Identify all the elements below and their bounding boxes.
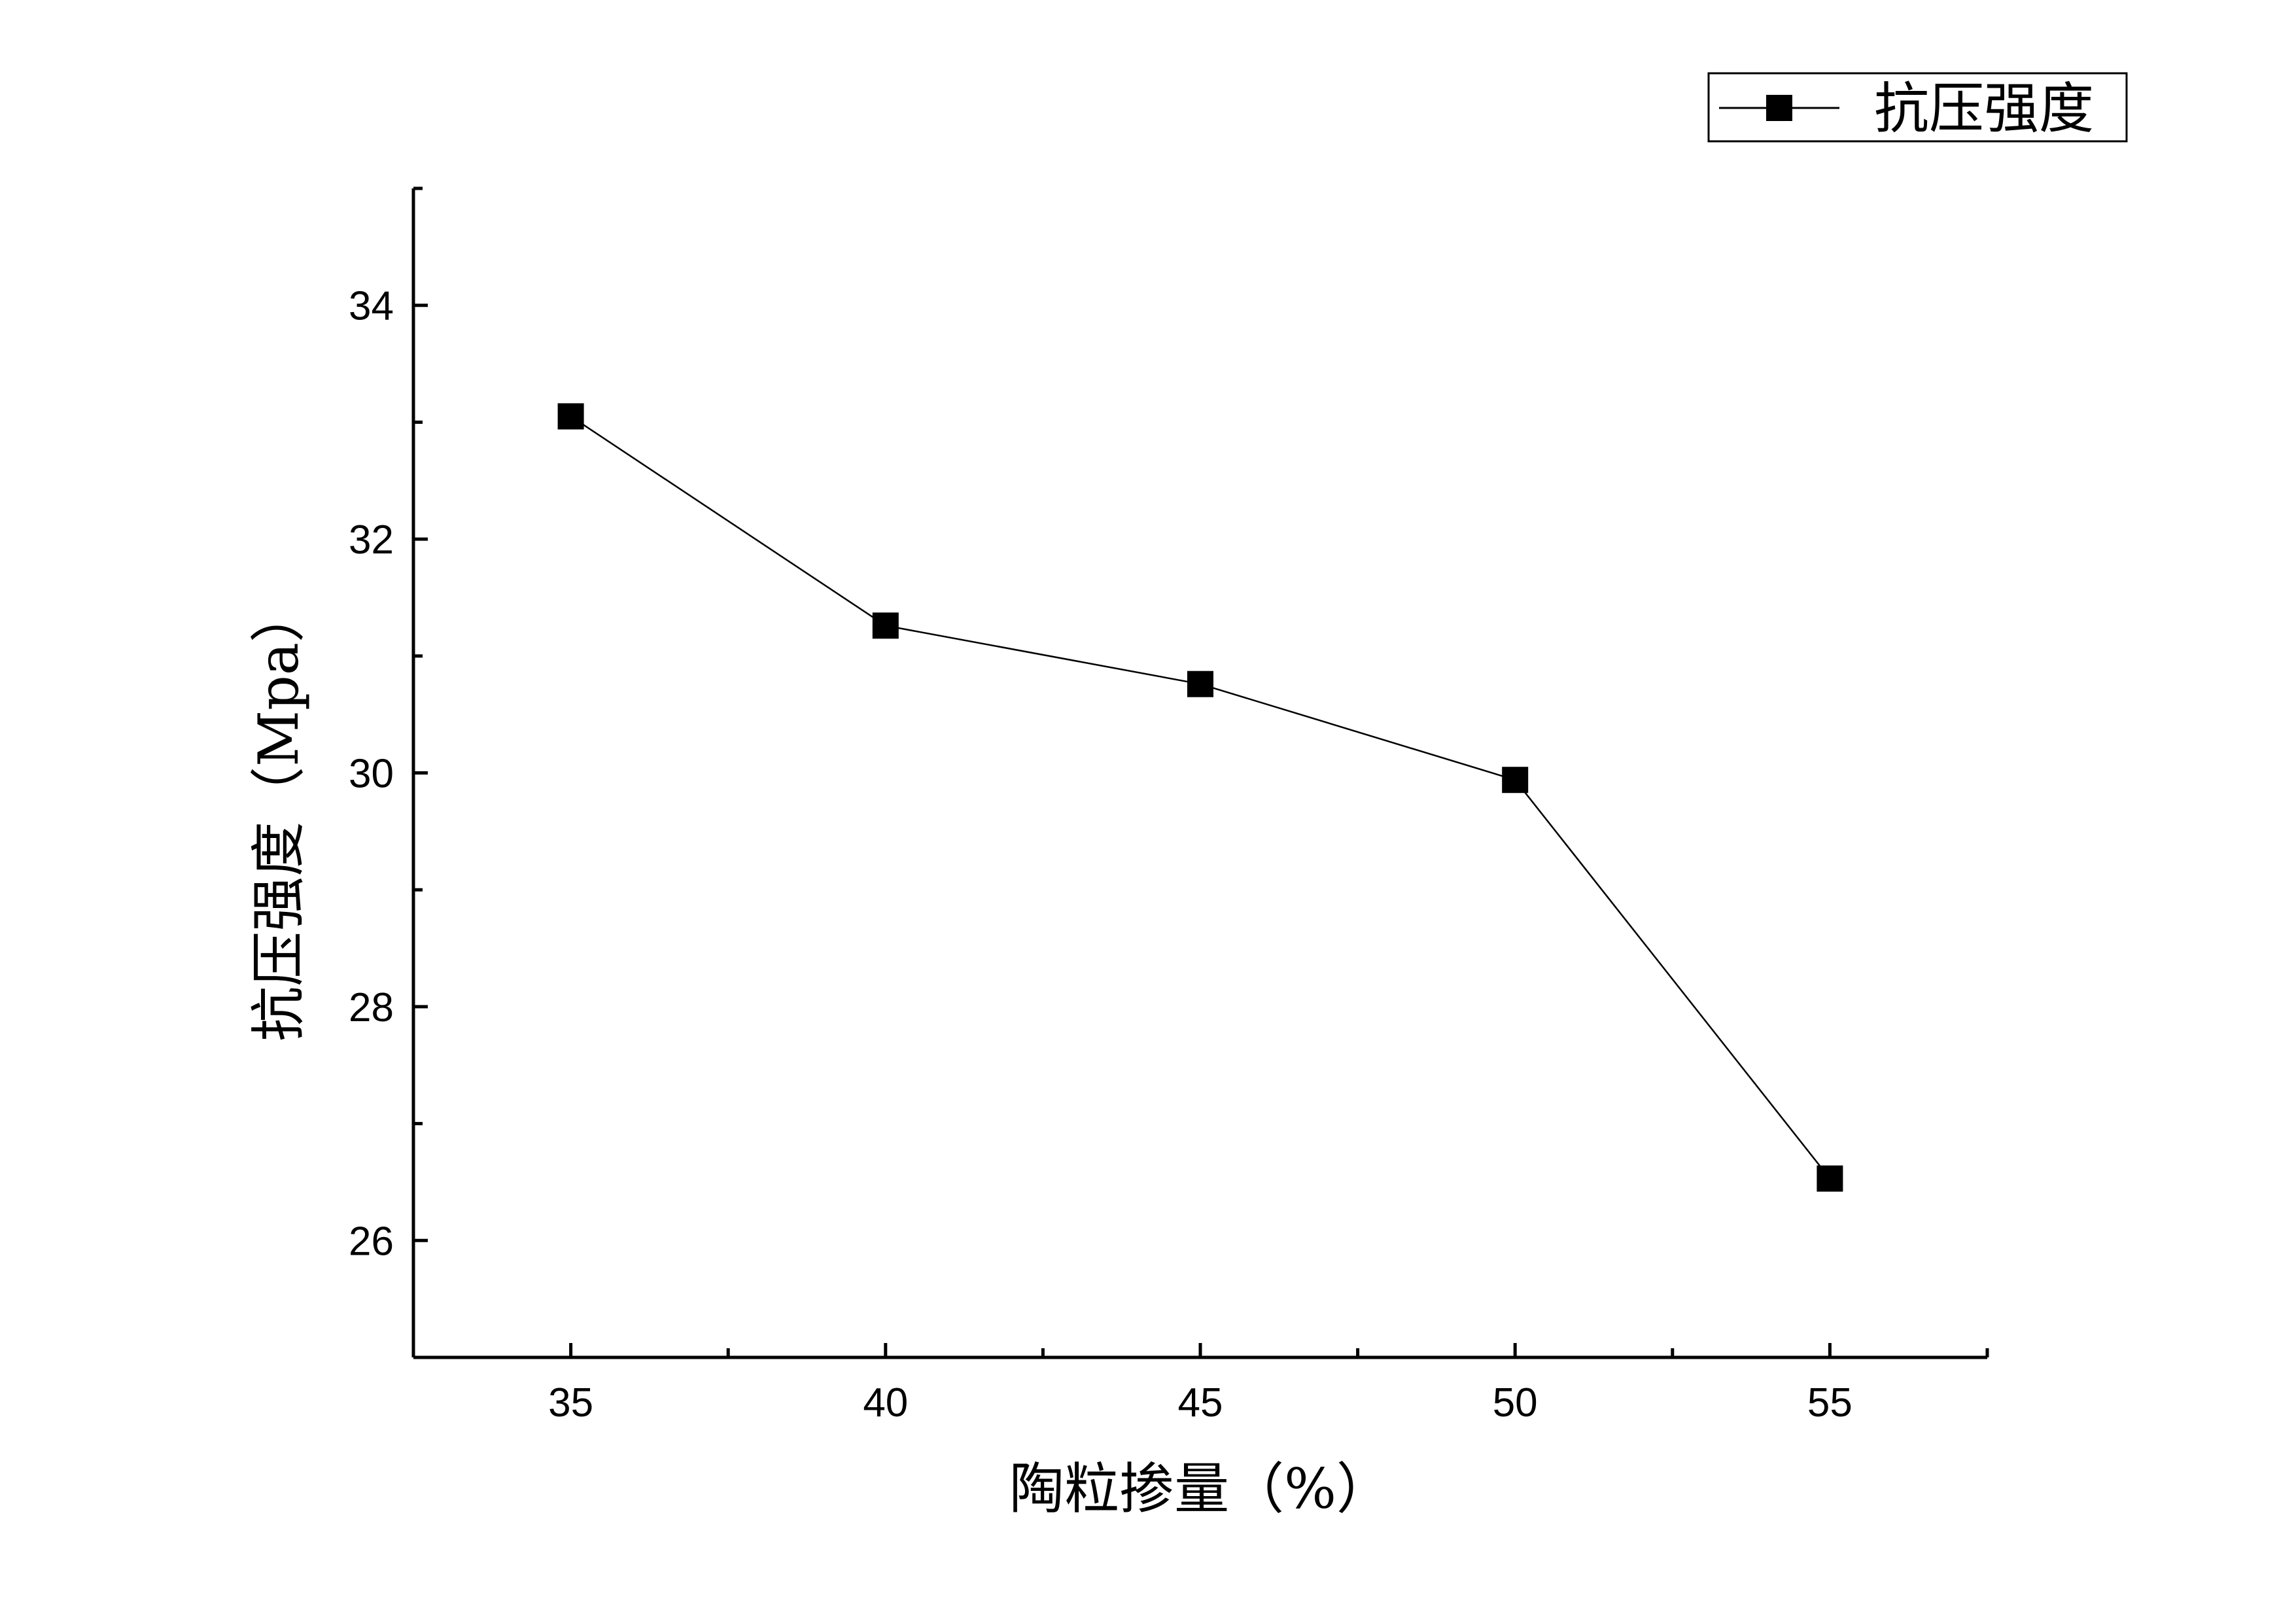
y-tick-label: 32 bbox=[349, 517, 394, 563]
data-point-marker bbox=[1817, 1165, 1843, 1192]
x-tick-label: 50 bbox=[1493, 1380, 1538, 1425]
legend-marker bbox=[1766, 95, 1792, 121]
x-tick-label: 35 bbox=[548, 1380, 593, 1425]
x-tick-label: 40 bbox=[863, 1380, 908, 1425]
data-point-marker bbox=[557, 403, 584, 430]
x-axis-title: 陶粒掺量（%） bbox=[1009, 1457, 1391, 1521]
y-axis-title: 抗压强度（Mpa） bbox=[247, 587, 311, 1041]
y-tick-label: 34 bbox=[349, 284, 394, 329]
data-point-marker bbox=[1502, 767, 1529, 794]
x-tick-label: 55 bbox=[1807, 1380, 1852, 1425]
data-point-marker bbox=[1187, 671, 1213, 697]
data-point-marker bbox=[872, 612, 899, 639]
series-line bbox=[570, 415, 1831, 1179]
legend: 抗压强度 bbox=[1707, 72, 2128, 143]
series bbox=[557, 403, 1843, 1192]
x-tick-label: 45 bbox=[1178, 1380, 1223, 1425]
ticks: 26 28 30 32 34 35 40 45 50 55 bbox=[349, 186, 1989, 1425]
y-tick-label: 28 bbox=[349, 985, 394, 1030]
y-tick-label: 30 bbox=[349, 752, 394, 797]
legend-label: 抗压强度 bbox=[1874, 77, 2094, 141]
y-tick-label: 26 bbox=[349, 1219, 394, 1264]
axes bbox=[411, 188, 1987, 1359]
